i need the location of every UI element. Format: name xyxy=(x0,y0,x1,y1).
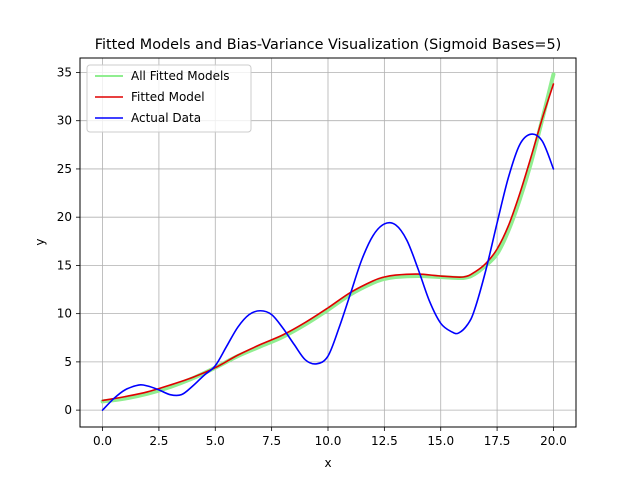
legend-label: Actual Data xyxy=(131,111,201,125)
series-line-2 xyxy=(101,83,555,402)
x-tick-label: 0.0 xyxy=(93,434,112,448)
series-line-1 xyxy=(100,72,556,404)
x-axis-label: x xyxy=(324,456,331,470)
y-tick-label: 5 xyxy=(64,355,72,369)
y-tick-label: 10 xyxy=(57,307,72,321)
y-tick-label: 0 xyxy=(64,403,72,417)
x-tick-label: 10.0 xyxy=(315,434,342,448)
chart-title: Fitted Models and Bias-Variance Visualiz… xyxy=(95,37,562,53)
y-tick-label: 25 xyxy=(57,162,72,176)
series-layer xyxy=(100,72,556,411)
x-tick-label: 5.0 xyxy=(206,434,225,448)
legend-box xyxy=(86,64,252,133)
x-tick-label: 20.0 xyxy=(540,434,567,448)
legend-label: All Fitted Models xyxy=(131,69,230,83)
x-tick-label: 12.5 xyxy=(371,434,398,448)
series-line-3 xyxy=(101,133,555,411)
y-axis-label: y xyxy=(33,238,47,245)
y-tick-label: 30 xyxy=(57,114,72,128)
y-tick-label: 35 xyxy=(57,65,72,79)
legend: All Fitted Models Fitted Model Actual Data xyxy=(86,64,252,133)
legend-label: Fitted Model xyxy=(131,90,205,104)
ticks: 0.0 2.5 5.0 7.5 10.0 12.5 15.0 17.5 20.0 0 5 10 15 20… xyxy=(57,65,567,448)
x-tick-label: 17.5 xyxy=(484,434,511,448)
x-tick-label: 2.5 xyxy=(149,434,168,448)
x-tick-label: 15.0 xyxy=(427,434,454,448)
y-tick-label: 20 xyxy=(57,210,72,224)
x-tick-label: 7.5 xyxy=(262,434,281,448)
y-tick-label: 15 xyxy=(57,258,72,272)
